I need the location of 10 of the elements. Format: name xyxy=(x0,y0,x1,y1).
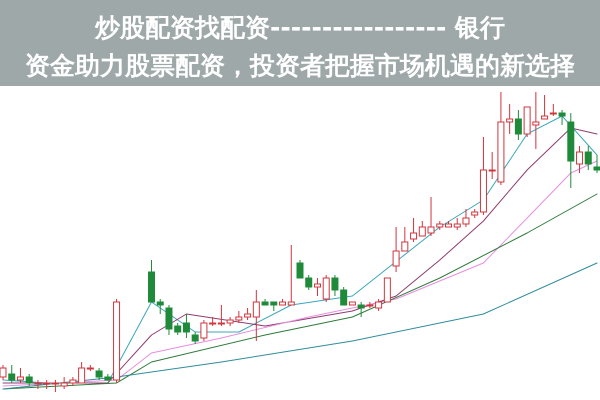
candlestick xyxy=(182,314,190,338)
candlestick xyxy=(576,146,584,174)
candlestick xyxy=(514,110,522,140)
candlestick xyxy=(252,290,260,342)
candlestick xyxy=(532,92,540,150)
candlestick xyxy=(584,146,592,170)
chart-title: 炒股配资找配资----------------- 银行 xyxy=(94,13,506,42)
candlestick xyxy=(567,112,574,188)
candlestick xyxy=(392,226,400,272)
chart-subtitle: 资金助力股票配资，投资者把握市场机遇的新选择 xyxy=(25,51,575,80)
